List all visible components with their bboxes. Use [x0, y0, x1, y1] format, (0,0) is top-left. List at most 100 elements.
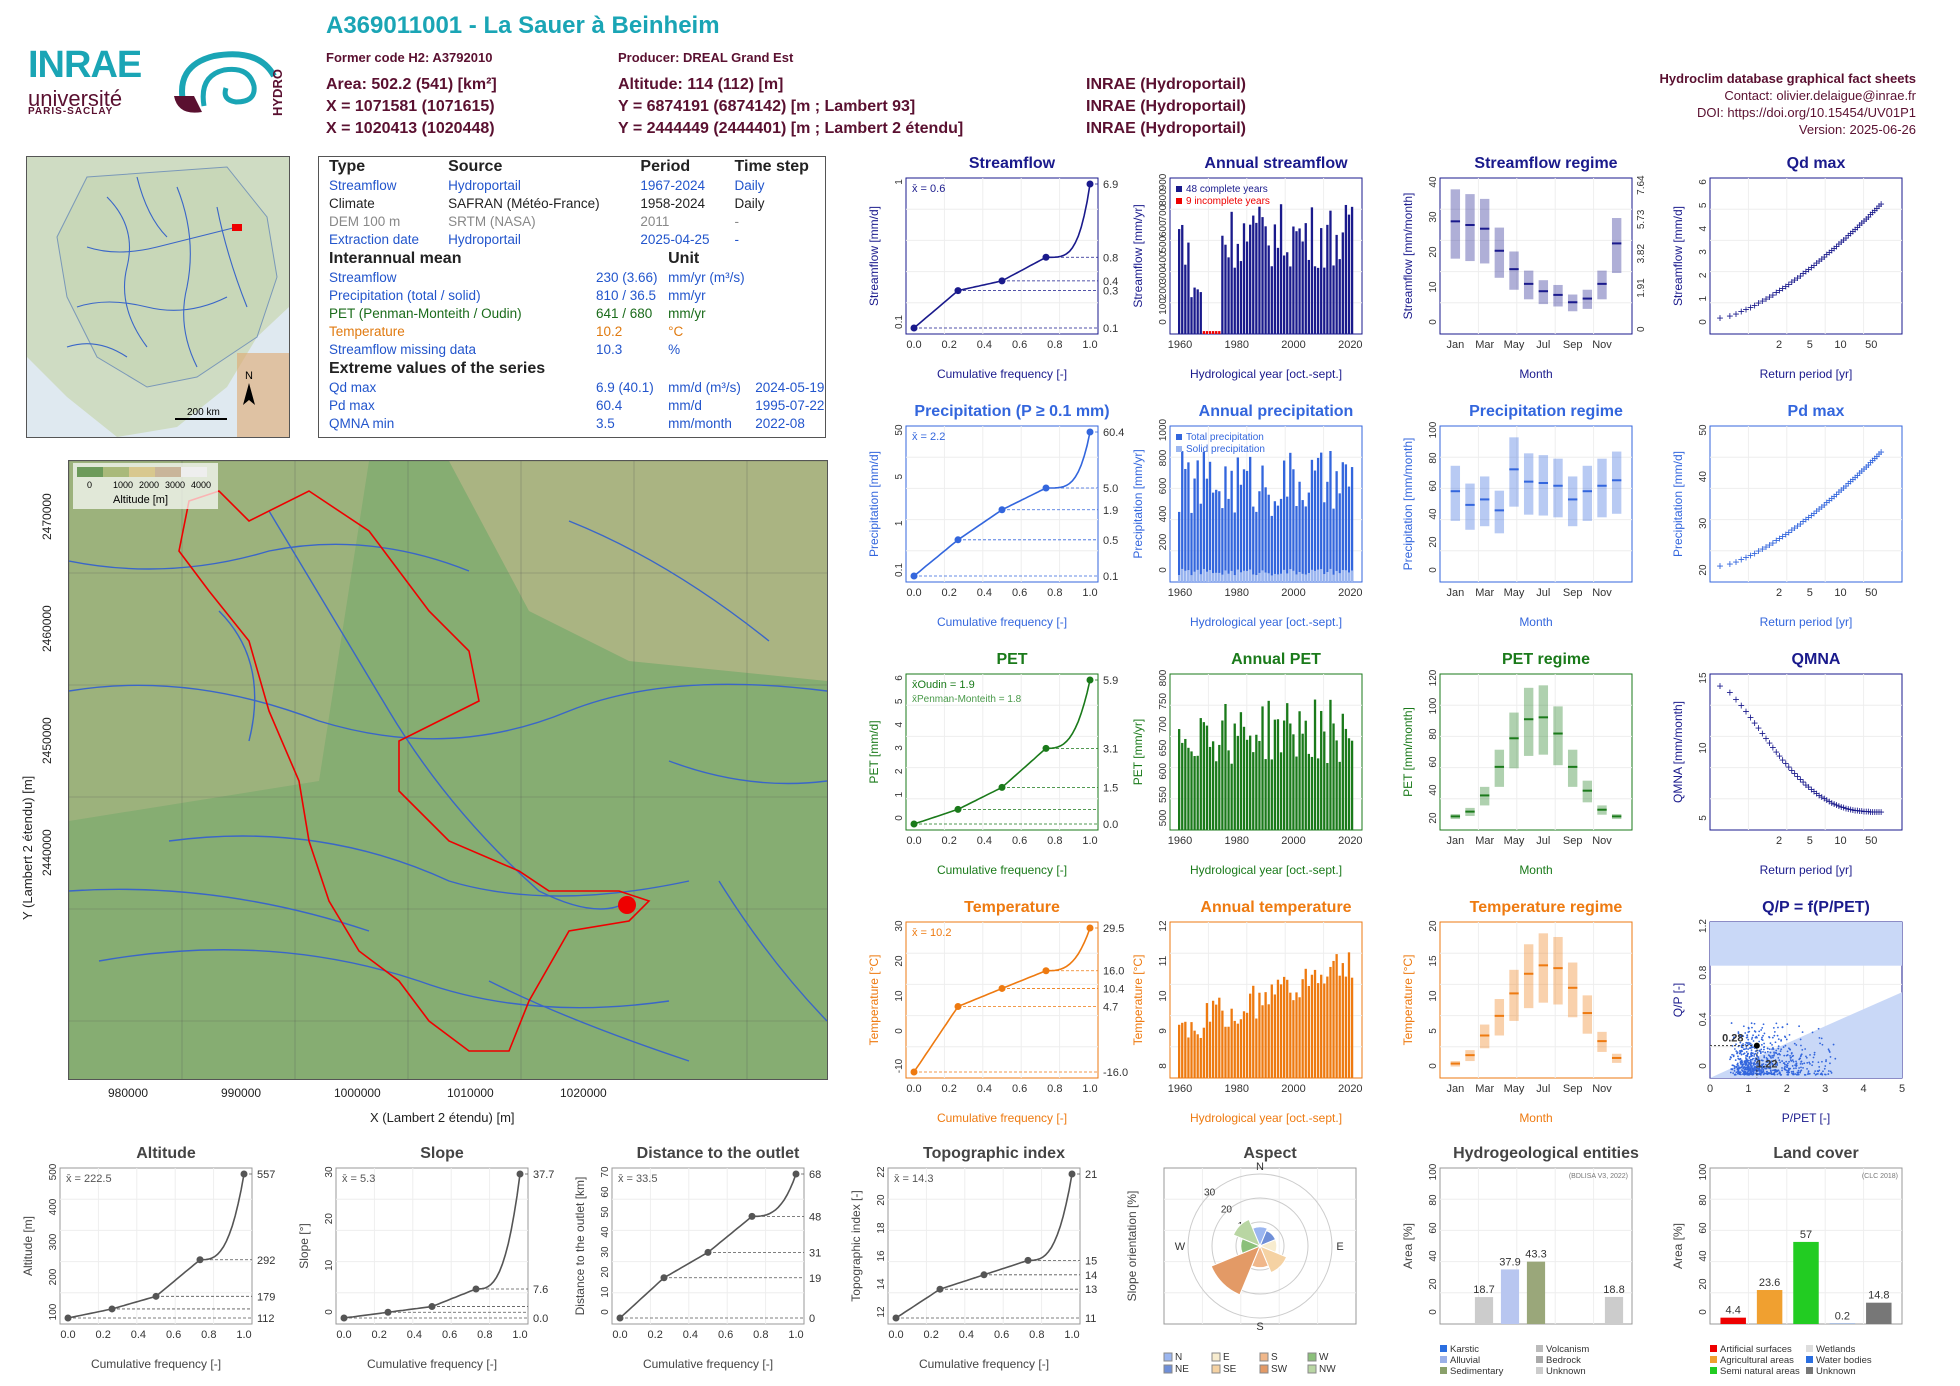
- sample-point: +: [1805, 510, 1812, 524]
- annual-bar: [1239, 261, 1243, 334]
- catchment-point: [1803, 1062, 1806, 1065]
- catchment-point: [1790, 1056, 1792, 1059]
- catchment-point: [1739, 1041, 1742, 1044]
- table-cell: PET (Penman-Monteith / Oudin): [329, 306, 522, 321]
- catchment-point: [1760, 1029, 1763, 1031]
- sample-point: +: [1863, 460, 1870, 474]
- plot-frame: [887, 1167, 1081, 1325]
- right-tick: 5.0: [1103, 483, 1118, 495]
- annual-bar: [1205, 478, 1209, 582]
- mean-label: x̄ = 33.5: [618, 1173, 657, 1185]
- annual-bar: [1190, 297, 1193, 334]
- annual-bar: [1178, 1024, 1181, 1078]
- solid-bar: [1261, 570, 1264, 582]
- sample-point: +: [1791, 767, 1798, 781]
- x-tick: 2: [1784, 1083, 1790, 1095]
- quantile-point: [910, 572, 918, 580]
- catchment-point: [1748, 1063, 1750, 1066]
- sample-point: +: [1849, 225, 1856, 239]
- x-tick: 2020: [1338, 587, 1362, 599]
- chart-svg: Topographic index Cumulative frequency [-…: [849, 1145, 1097, 1371]
- annual-bar: [1205, 1003, 1209, 1078]
- hydro-logo: HYDRO: [174, 51, 285, 116]
- x-tick: Mar: [1475, 587, 1494, 599]
- annual-bar: [1196, 755, 1199, 830]
- solid-bar: [1196, 569, 1199, 582]
- catchment-point: [1801, 1062, 1804, 1065]
- x-tick: May: [1504, 339, 1525, 351]
- x-tick: 1.0: [1064, 1329, 1079, 1341]
- plot-frame: [905, 673, 1099, 831]
- catchment-point: [1751, 1058, 1753, 1061]
- y-tick: 700: [1158, 716, 1169, 733]
- chart-title: Precipitation regime: [1469, 403, 1623, 420]
- catchment-point: [1764, 1067, 1766, 1070]
- bar-value: 57: [1800, 1229, 1812, 1241]
- catchment-point: [1792, 1054, 1795, 1057]
- annual-bar: [1347, 486, 1351, 582]
- x-tick: Jan: [1446, 835, 1464, 847]
- x-tick: 1.0: [788, 1329, 803, 1341]
- y-tick: 4: [1698, 225, 1709, 231]
- solid-bar: [1310, 569, 1314, 582]
- y-axis-label: Streamflow [mm/d]: [867, 206, 881, 306]
- sample-point: +: [1831, 241, 1838, 255]
- map-ytick: 2460000: [40, 605, 54, 652]
- annual-bar: [1279, 498, 1283, 582]
- annual-bar: [1310, 459, 1314, 582]
- chart-svg: Streamflow Cumulative frequency [-] Stream…: [867, 155, 1118, 381]
- y-tick: 100: [1428, 697, 1439, 714]
- catchment-point: [1748, 1057, 1751, 1059]
- y-tick: 14: [876, 1278, 887, 1290]
- solid-bar: [1193, 571, 1196, 582]
- catchment-point: [1814, 1070, 1817, 1073]
- right-tick: 11: [1085, 1313, 1096, 1325]
- catchment-point: [1773, 1051, 1775, 1054]
- catchment-point: [1787, 1073, 1790, 1076]
- right-tick: 1.5: [1103, 782, 1118, 794]
- y-tick: 1: [894, 791, 905, 797]
- annual-bar: [1292, 734, 1295, 830]
- quantile-point: [616, 1314, 624, 1322]
- catchment-point: [1766, 1072, 1769, 1075]
- producer: Producer: DREAL Grand Est: [618, 50, 794, 65]
- annual-bar: [1307, 259, 1310, 334]
- annual-bar: [1252, 752, 1255, 830]
- x-tick: 0.6: [166, 1329, 181, 1341]
- annual-bar: [1249, 993, 1252, 1078]
- legend-swatch: [1176, 198, 1182, 204]
- annual-bar: [1341, 963, 1344, 1078]
- x-tick: 0.8: [1029, 1329, 1044, 1341]
- annual-bar: [1313, 969, 1317, 1078]
- table-cell: Daily: [734, 178, 765, 193]
- table-cell: 10.3: [596, 342, 623, 357]
- right-tick: 0.0: [533, 1313, 548, 1325]
- annual-bar: [1323, 502, 1326, 582]
- annual-bar: [1221, 235, 1224, 334]
- y-tick: 40: [1428, 508, 1439, 520]
- source-row: DEM 100 m SRTM (NASA) 2011 -: [319, 213, 825, 231]
- catchment-point: [1746, 1036, 1749, 1039]
- catchment-point: [1758, 1040, 1761, 1043]
- x-tick: Jan: [1446, 339, 1464, 351]
- x-tick: 50: [1865, 835, 1877, 847]
- x-tick: 0.6: [1012, 339, 1027, 351]
- catchment-point: [1740, 1053, 1743, 1056]
- catchment-point: [1735, 1050, 1738, 1053]
- chart-svg: Slope Cumulative frequency [-] Slope [°] 37…: [297, 1145, 554, 1371]
- france-minimap: 200 km N: [26, 156, 290, 438]
- annual-bar: [1245, 470, 1249, 582]
- map-xtick: 980000: [108, 1086, 149, 1100]
- catchment-point: [1811, 1064, 1813, 1067]
- annual-bar: [1255, 1018, 1258, 1078]
- sample-point: +: [1716, 559, 1723, 573]
- solid-bar: [1245, 570, 1249, 582]
- y-tick: 50: [600, 1206, 611, 1218]
- catchment-point: [1745, 1047, 1748, 1050]
- x-tick: Nov: [1592, 1083, 1612, 1095]
- catchment-point: [1729, 1071, 1732, 1074]
- catchment-point: [1751, 1073, 1754, 1076]
- annual-bar: [1211, 741, 1215, 830]
- y-tick: 15: [1428, 955, 1439, 967]
- mean-row: Streamflow 230 (3.66) mm/yr (m³/s): [319, 269, 825, 287]
